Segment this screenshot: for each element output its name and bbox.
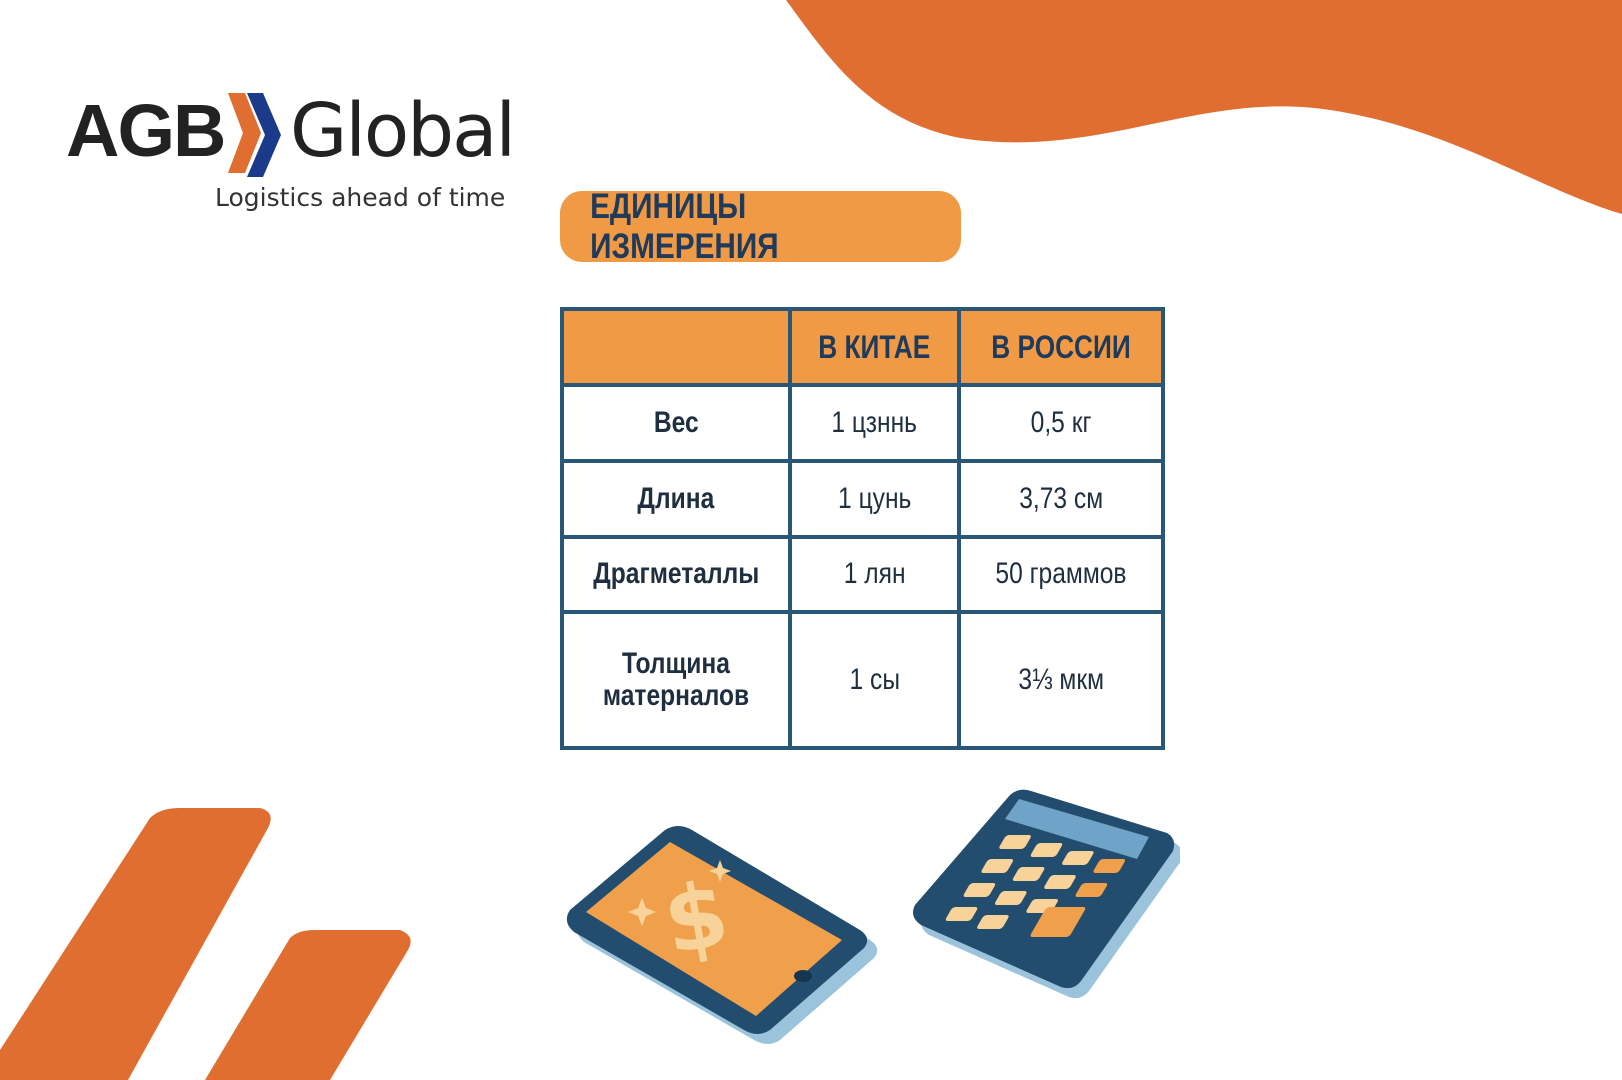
bottom-left-stripe-2 [205,930,411,1080]
page-title: ЕДИНИЦЫ ИЗМЕРЕНИЯ [560,187,961,266]
china-value: 1 цзннь [788,383,961,463]
row-label: Вес [559,383,793,463]
calculator-icon [913,789,1180,999]
bottom-left-stripe-1 [0,808,271,1080]
russia-value: 3,73 см [956,458,1166,539]
china-value: 1 цунь [788,458,961,539]
china-value: 1 сы [788,610,961,750]
table-header-row: В КИТАЕ В РОССИИ [559,307,1166,387]
header-text: В РОССИИ [991,328,1131,365]
logo-chevron-icon [228,93,281,177]
table-row: Длина 1 цунь 3,73 см [559,458,1166,539]
logo-agb: AGB [66,89,226,172]
row-label: Толщина матерналов [559,610,793,750]
header-empty [559,307,793,387]
top-right-wave [786,0,1622,214]
russia-value: 0,5 кг [956,383,1166,463]
russia-value: 50 граммов [956,534,1166,615]
table-row: Драгметаллы 1 лян 50 граммов [559,534,1166,615]
header-text: В КИТАЕ [818,328,931,365]
row-label: Драгметаллы [559,534,793,615]
row-label: Длина [559,458,793,539]
china-value: 1 лян [788,534,961,615]
tagline: Logistics ahead of time [215,183,506,212]
logo-global: Global [290,88,516,174]
russia-value: 3⅓ мкм [956,610,1166,750]
header-russia: В РОССИИ [956,307,1166,387]
header-china: В КИТАЕ [788,307,961,387]
table-row: Вес 1 цзннь 0,5 кг [559,383,1166,463]
table-row: Толщина матерналов 1 сы 3⅓ мкм [559,610,1166,750]
smartphone-dollar-icon: $ [566,826,878,1044]
page-title-text: ЕДИНИЦЫ ИЗМЕРЕНИЯ [590,186,779,266]
units-table: В КИТАЕ В РОССИИ Вес 1 цзннь 0,5 кг Длин… [559,307,1166,750]
